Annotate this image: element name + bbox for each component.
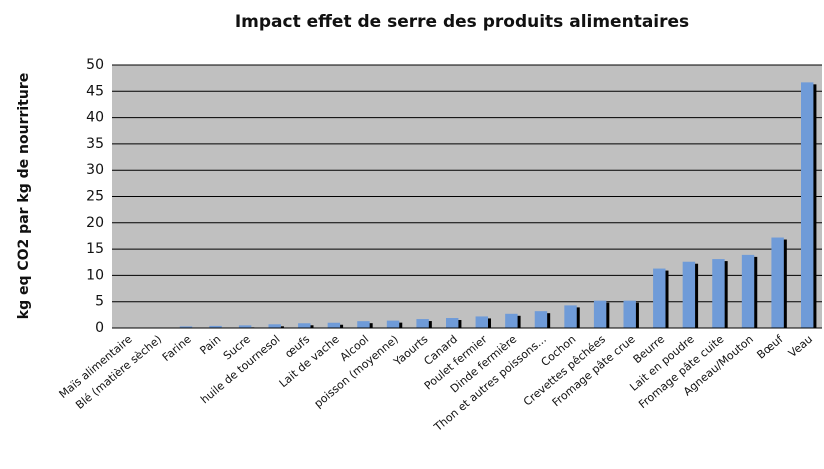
x-tick-label: Veau xyxy=(786,333,815,360)
bar xyxy=(653,268,666,328)
y-tick-label: 50 xyxy=(86,57,104,73)
y-tick-label: 25 xyxy=(86,189,104,205)
x-tick-label: Bœuf xyxy=(754,332,786,362)
bar xyxy=(386,320,400,328)
bar xyxy=(534,311,548,328)
bar xyxy=(564,305,577,328)
y-tick-label: 5 xyxy=(95,294,104,310)
bar xyxy=(268,324,281,328)
bar xyxy=(209,325,222,328)
bar xyxy=(179,326,193,328)
bar xyxy=(416,319,429,328)
bar xyxy=(357,321,370,328)
bar xyxy=(593,300,607,328)
y-tick-label: 0 xyxy=(95,320,104,336)
y-tick-label: 35 xyxy=(86,136,104,152)
bar xyxy=(238,325,252,328)
bar xyxy=(741,254,755,328)
y-tick-label: 15 xyxy=(86,241,104,257)
bar xyxy=(445,318,459,328)
y-tick-label: 40 xyxy=(86,110,104,126)
chart-title: Impact effet de serre des produits alime… xyxy=(235,12,689,32)
bar xyxy=(298,323,311,328)
bar xyxy=(771,237,784,328)
y-tick-label: 45 xyxy=(86,83,104,99)
y-axis-label: kg eq CO2 par kg de nourriture xyxy=(16,73,32,319)
x-tick-label: Farine xyxy=(160,332,194,364)
y-tick-label: 30 xyxy=(86,162,104,178)
bar xyxy=(712,259,725,328)
bar xyxy=(505,313,518,328)
y-tick-label: 10 xyxy=(86,267,104,283)
x-tick-label: Pain xyxy=(197,333,223,358)
bar xyxy=(327,322,341,328)
bar xyxy=(800,82,814,328)
bar xyxy=(623,300,636,328)
y-tick-label: 20 xyxy=(86,215,104,231)
bar xyxy=(682,261,696,328)
bar xyxy=(475,316,489,328)
